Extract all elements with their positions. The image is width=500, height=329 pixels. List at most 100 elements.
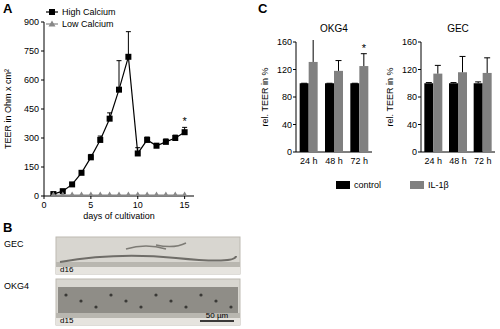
y-tick-label: 0 (34, 191, 39, 201)
marker (172, 135, 178, 141)
image-label: GEC (4, 239, 24, 249)
error-cap (435, 65, 441, 66)
chart-a: 0150300450600750900051015days of cultiva… (3, 7, 194, 221)
error-cap (135, 147, 140, 148)
marker (182, 129, 188, 135)
error-cap (301, 83, 307, 84)
nucleus (214, 299, 217, 302)
bar (449, 83, 458, 152)
marker (125, 54, 131, 60)
y-tick (41, 51, 44, 52)
marker (181, 192, 188, 196)
tissue (58, 287, 238, 313)
y-tick (41, 109, 44, 110)
legend: control IL-1β (336, 180, 449, 190)
error-bar (117, 61, 122, 90)
error-cap (352, 83, 358, 84)
error-bar (310, 40, 316, 62)
y-tick-label: 80 (407, 92, 417, 102)
error-bar (361, 54, 367, 66)
nucleus (139, 305, 142, 308)
marker (69, 192, 76, 196)
error-line (363, 54, 364, 66)
scale-bar (200, 320, 234, 322)
y-tick-label: 120 (277, 65, 292, 75)
bar-chart: OKG404080120160rel. TEER in %24 h48 h72 … (260, 23, 372, 166)
error-cap (484, 57, 490, 58)
legend-label: control (354, 180, 381, 190)
marks (300, 40, 369, 152)
nucleus (64, 293, 67, 296)
x-tick-label: 72 h (351, 156, 369, 166)
error-cap (475, 81, 481, 82)
error-cap (98, 136, 103, 137)
y-tick-label: 600 (24, 75, 39, 85)
nucleus (169, 299, 172, 302)
bar (424, 83, 433, 152)
marks (424, 56, 491, 152)
nucleus (94, 305, 97, 308)
y-tick (418, 69, 421, 70)
y-tick-label: 0 (412, 147, 417, 157)
legend-label: IL-1β (428, 180, 449, 190)
y-axis-label: rel. TEER in % (385, 68, 395, 127)
marker (163, 139, 169, 145)
marker (125, 192, 132, 196)
y-tick-label: 40 (282, 120, 292, 130)
marker (50, 192, 57, 196)
y-tick (418, 97, 421, 98)
y-tick-label: 160 (402, 37, 417, 47)
y-axis-label: TEER in Ohm x cm² (3, 69, 13, 149)
x-tick (90, 196, 91, 199)
marker (59, 192, 66, 196)
marker (154, 143, 160, 149)
x-tick-label: 24 h (300, 156, 318, 166)
y-tick (293, 152, 296, 153)
error-cap (107, 112, 112, 113)
panel-b: GECd16OKG4d1550 µm (4, 237, 240, 325)
y-axis-label: rel. TEER in % (260, 68, 270, 127)
y-tick-label: 0 (287, 147, 292, 157)
y-tick-label: 450 (24, 104, 39, 114)
x-tick-label: 72 h (474, 156, 492, 166)
x-tick (184, 196, 185, 199)
annotation: * (182, 115, 187, 127)
x-tick-label: 0 (41, 200, 46, 210)
x-tick-label: 48 h (449, 156, 467, 166)
error-cap (451, 82, 457, 83)
y-tick (41, 167, 44, 168)
marker (162, 192, 169, 196)
error-line (462, 56, 463, 72)
nucleus (199, 293, 202, 296)
image-label: OKG4 (4, 281, 29, 291)
panel-label: A (3, 1, 13, 16)
marker (172, 192, 179, 196)
marker (134, 192, 141, 196)
chart-title: OKG4 (320, 23, 348, 34)
x-tick-label: 24 h (425, 156, 443, 166)
error-cap (327, 83, 333, 84)
error-bar (451, 82, 457, 84)
legend-label: Low Calcium (62, 19, 114, 29)
series-line (53, 57, 184, 194)
error-bar (301, 83, 307, 84)
error-line (338, 61, 339, 71)
x-tick-label: 15 (180, 200, 190, 210)
nucleus (124, 299, 127, 302)
y-tick (418, 152, 421, 153)
error-bar (126, 32, 131, 57)
y-tick (293, 124, 296, 125)
bar (474, 83, 483, 152)
bar-chart: GEC04080120160rel. TEER in %24 h48 h72 h (385, 23, 495, 166)
error-line (119, 61, 120, 90)
y-tick (418, 124, 421, 125)
bar (350, 83, 359, 152)
marks (50, 32, 188, 196)
background (0, 0, 500, 329)
nucleus (154, 293, 157, 296)
marker (116, 192, 123, 196)
marker (116, 87, 122, 93)
marker (135, 150, 141, 156)
legend-marker (49, 21, 56, 27)
panel-label: C (258, 1, 268, 16)
